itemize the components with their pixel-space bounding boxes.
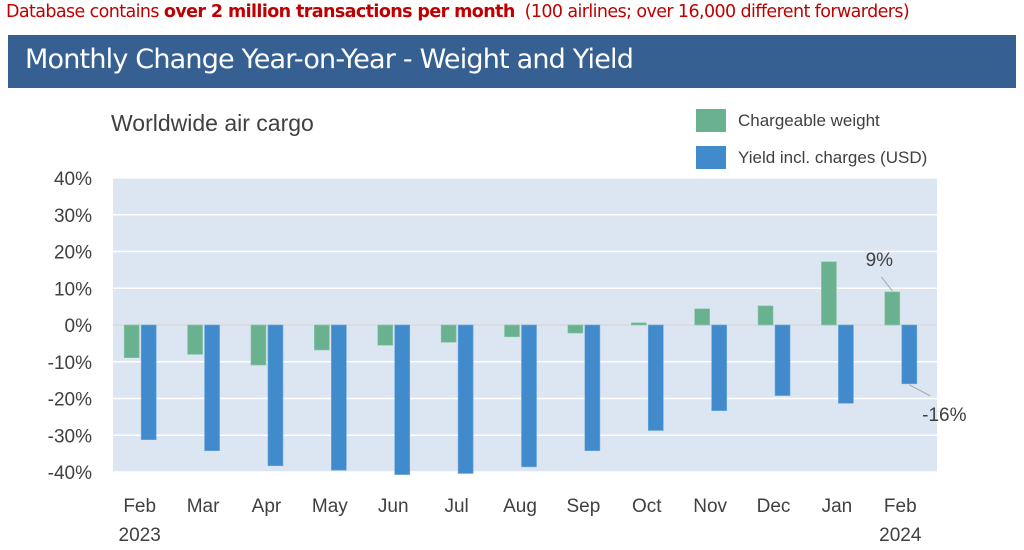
data-label-weight: 9%: [866, 250, 894, 271]
bar-chargeable-weight: [187, 324, 203, 355]
x-tick-label: Jul: [444, 496, 468, 517]
x-tick-label: May: [312, 496, 348, 517]
x-tick-label: Sep: [566, 496, 600, 517]
page-title: Monthly Change Year-on-Year - Weight and…: [25, 44, 634, 75]
x-tick-label: Jan: [822, 496, 853, 517]
y-tick-label: -20%: [48, 390, 92, 411]
x-tick-label: Aug: [503, 496, 537, 517]
bar-chargeable-weight: [821, 261, 837, 326]
y-tick-label: 0%: [65, 316, 93, 337]
x-tick-label: Nov: [693, 496, 727, 517]
legend-label-weight: Chargeable weight: [738, 111, 880, 130]
y-tick-label: -10%: [48, 353, 92, 374]
x-tick-label: Apr: [252, 496, 282, 517]
legend-swatch-weight: [696, 109, 726, 132]
x-tick-label: Feb: [123, 496, 156, 517]
y-tick-label: -40%: [48, 463, 92, 484]
bar-yield: [711, 324, 727, 411]
y-tick-label: 30%: [54, 206, 92, 227]
annotation-leader: [909, 384, 931, 397]
y-tick-label: 10%: [54, 279, 92, 300]
bar-chargeable-weight: [377, 324, 394, 346]
bar-chargeable-weight: [630, 322, 647, 326]
bar-yield: [774, 324, 791, 396]
bar-chargeable-weight: [314, 324, 330, 351]
bar-yield: [204, 324, 220, 451]
bar-chargeable-weight: [567, 324, 584, 334]
bar-yield: [521, 324, 537, 468]
bar-yield: [838, 324, 854, 404]
x-tick-label: Dec: [757, 496, 791, 517]
note-prefix: Database contains: [6, 2, 164, 22]
x-tick-label: Jun: [378, 496, 409, 517]
title-bar: Monthly Change Year-on-Year - Weight and…: [8, 35, 1016, 88]
note-bold: over 2 million transactions per month: [163, 2, 515, 22]
x-tick-label: Oct: [632, 496, 662, 517]
bar-chargeable-weight: [440, 324, 457, 343]
bar-chargeable-weight: [757, 305, 774, 326]
y-tick-label: -30%: [48, 426, 92, 447]
database-note: Database contains over 2 million transac…: [6, 2, 910, 22]
note-suffix: (100 airlines; over 16,000 different for…: [514, 2, 910, 22]
bar-yield: [901, 324, 918, 385]
data-label-yield: -16%: [922, 405, 966, 426]
x-tick-label: Mar: [187, 496, 220, 517]
bar-chargeable-weight: [884, 291, 901, 326]
bar-yield: [647, 324, 664, 431]
legend-swatch-yield: [696, 146, 726, 169]
bar-chargeable-weight: [250, 324, 267, 366]
bar-chargeable-weight: [123, 324, 140, 359]
bar-yield: [584, 324, 601, 451]
bar-chargeable-weight: [504, 324, 520, 338]
annotation-leader: [880, 276, 893, 292]
bar-yield: [394, 324, 411, 475]
legend-label-yield: Yield incl. charges (USD): [738, 148, 927, 167]
bar-yield: [140, 324, 157, 440]
x-tick-year: 2023: [119, 525, 161, 546]
y-tick-label: 40%: [54, 169, 92, 190]
x-tick-label: Feb: [884, 496, 917, 517]
bar-yield: [331, 324, 347, 471]
x-tick-year: 2024: [879, 525, 922, 546]
bar-chargeable-weight: [694, 308, 710, 326]
bar-yield: [457, 324, 474, 474]
bar-yield: [267, 324, 284, 467]
chart-title: Worldwide air cargo: [111, 110, 314, 136]
y-tick-label: 20%: [54, 243, 92, 264]
